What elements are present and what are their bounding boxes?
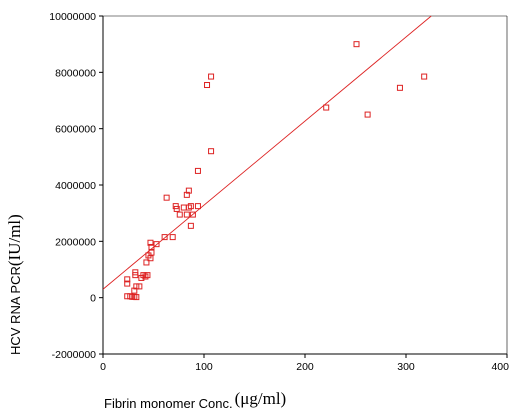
data-point <box>208 148 215 155</box>
data-point <box>132 269 139 276</box>
y-tick-label: 8000000 <box>55 67 96 79</box>
y-tick-label: 6000000 <box>55 124 96 136</box>
data-point <box>153 241 160 248</box>
y-tick-label: 10000000 <box>49 11 96 23</box>
x-tick-label: 300 <box>397 361 415 373</box>
y-tick-label: -2000000 <box>52 349 97 361</box>
data-point <box>173 205 180 212</box>
data-point <box>144 272 151 279</box>
plot-frame <box>102 15 508 355</box>
data-point <box>147 255 154 262</box>
data-point <box>194 203 201 210</box>
data-point <box>187 203 194 210</box>
data-point <box>147 239 154 246</box>
data-point <box>143 259 150 266</box>
data-point <box>133 283 140 290</box>
data-point <box>163 194 170 201</box>
y-axis-ticks: -2000000 0 2000000 4000000 6000000 8000000 100… <box>49 11 103 361</box>
x-tick-label: 400 <box>491 361 509 373</box>
data-point <box>136 283 143 290</box>
data-point <box>421 73 428 80</box>
data-point <box>124 293 131 300</box>
data-points <box>124 41 428 301</box>
data-point <box>396 84 403 91</box>
y-tick-label: 4000000 <box>55 180 96 192</box>
data-point <box>364 111 371 118</box>
data-point <box>133 294 140 301</box>
x-tick-label: 0 <box>100 361 106 373</box>
regression-line <box>102 15 432 290</box>
data-point <box>124 276 131 283</box>
data-point <box>124 280 131 287</box>
y-tick-label: 2000000 <box>55 236 96 248</box>
data-point <box>185 187 192 194</box>
y-tick-label: 0 <box>90 293 96 305</box>
y-axis-title: HCV RNA PCR(IU/ml) <box>5 214 24 355</box>
data-point <box>208 73 215 80</box>
data-point <box>148 249 155 256</box>
data-point <box>176 211 183 218</box>
data-point <box>169 234 176 241</box>
x-axis-ticks: 0 100 200 300 400 <box>100 354 509 373</box>
data-point <box>183 211 190 218</box>
regression-line-layer <box>102 15 432 290</box>
data-point <box>180 204 187 211</box>
data-point <box>353 41 360 48</box>
x-axis-title: Fibrin monomer Conc. (μg/ml) <box>104 389 286 411</box>
data-point <box>187 222 194 229</box>
data-point <box>323 104 330 111</box>
x-tick-label: 200 <box>296 361 314 373</box>
data-point <box>189 211 196 218</box>
data-point <box>161 234 168 241</box>
data-point <box>204 82 211 89</box>
data-point <box>194 167 201 174</box>
x-tick-label: 100 <box>195 361 213 373</box>
